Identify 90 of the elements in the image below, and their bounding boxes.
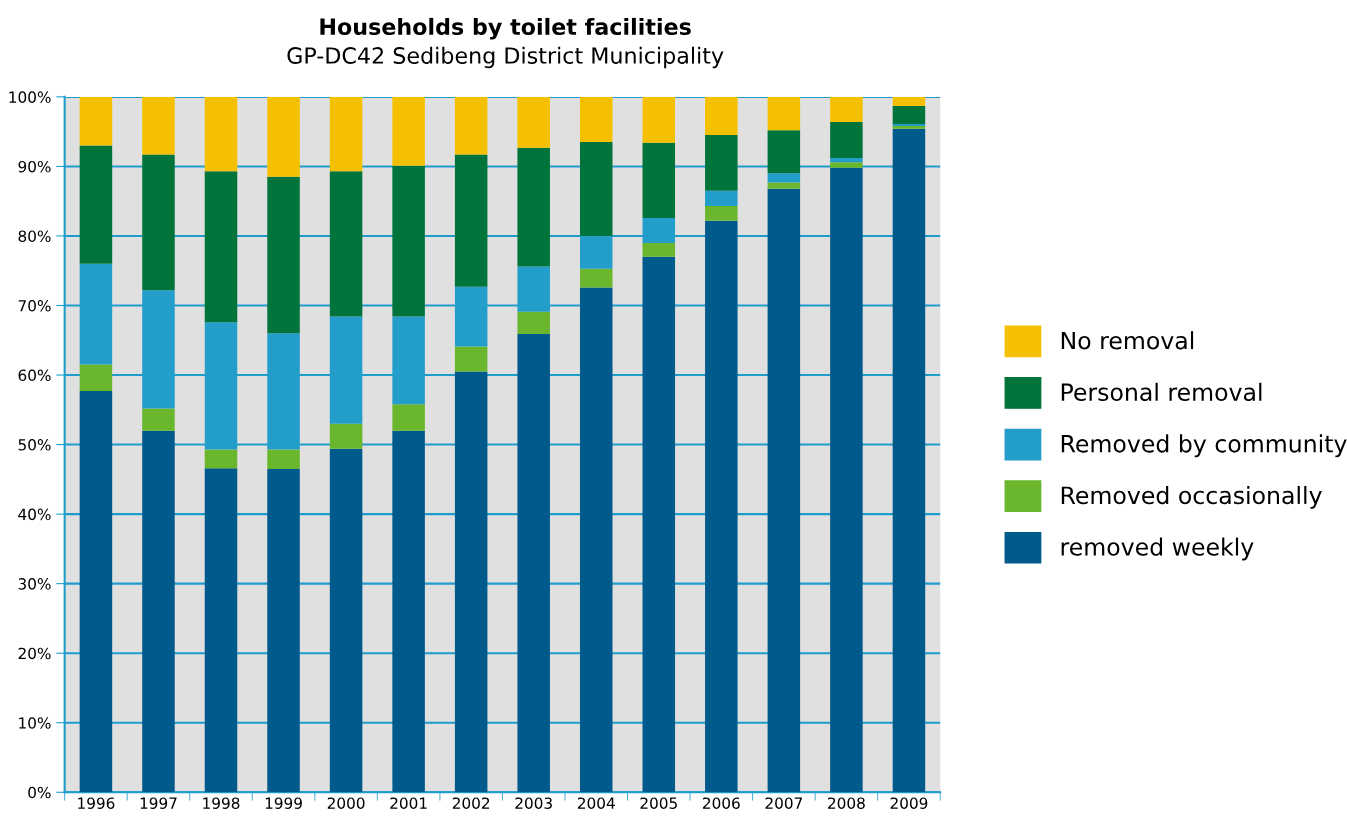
x-tick-label: 2009 (890, 797, 928, 809)
x-tick-label: 1997 (140, 797, 177, 809)
bar (329, 423, 363, 449)
legend-label: Removed occasionally (1061, 485, 1322, 509)
bar (642, 256, 676, 793)
y-tick-label: 10% (19, 717, 51, 729)
bar (204, 449, 238, 469)
bar (204, 96, 238, 172)
bar (142, 430, 175, 793)
x-tick-label: 1998 (203, 797, 240, 809)
y-tick-label: 70% (18, 299, 51, 312)
bar (705, 96, 738, 136)
bar (892, 128, 926, 793)
x-tick-label: 2001 (390, 797, 427, 809)
bar (705, 190, 738, 207)
bar (517, 147, 550, 267)
bar (892, 105, 926, 124)
bar (642, 96, 676, 143)
y-tick-label: 80% (18, 230, 51, 242)
x-tick-label: 2003 (515, 797, 552, 809)
x-tick-label: 2008 (828, 797, 865, 809)
bar (454, 371, 488, 793)
legend-label: Removed by community (1061, 434, 1347, 458)
y-tick-label: 40% (18, 508, 51, 521)
bar (767, 130, 801, 174)
y-tick-label: 90% (18, 160, 51, 173)
bar (79, 364, 113, 392)
bar (329, 171, 363, 317)
bar (392, 430, 425, 793)
bar (517, 311, 550, 334)
bar (142, 408, 175, 431)
bar (517, 96, 550, 148)
y-tick-label: 30% (18, 578, 51, 590)
bar (642, 142, 676, 218)
x-tick-label: 2002 (452, 797, 490, 809)
y-tick-label: 0% (28, 786, 51, 799)
bar (767, 182, 801, 189)
x-tick-label: 2007 (765, 797, 802, 809)
bar (579, 96, 613, 143)
bar (767, 173, 801, 183)
bar (454, 96, 488, 155)
x-tick-label: 2005 (640, 797, 677, 809)
x-tick-label: 2006 (703, 797, 740, 809)
bar (830, 158, 863, 163)
bar (142, 154, 175, 291)
bar (79, 145, 113, 264)
bar (579, 268, 613, 288)
x-tick-label: 2000 (327, 797, 365, 809)
bar (392, 96, 425, 166)
bar (705, 206, 738, 221)
bar (79, 391, 113, 793)
legend-label: No removal (1061, 331, 1194, 350)
x-tick-label: 1999 (265, 797, 302, 809)
x-tick-label: 2004 (577, 797, 615, 809)
bar (204, 171, 238, 323)
bar (142, 96, 175, 155)
bar (705, 135, 738, 191)
chart-title: Households by toilet facilities (320, 17, 691, 40)
y-tick-label: 60% (18, 369, 51, 382)
bar (767, 188, 801, 793)
bar (705, 220, 738, 793)
y-tick-label: 50% (18, 439, 51, 451)
bar (329, 96, 363, 172)
bar (830, 96, 863, 122)
bar (267, 176, 300, 334)
bar (392, 165, 425, 317)
bar (767, 96, 801, 131)
bar (267, 96, 300, 177)
legend-label: removed weekly (1061, 537, 1254, 561)
bar (830, 121, 863, 159)
bar (892, 96, 926, 106)
bar (267, 468, 300, 793)
legend-label: Personal removal (1061, 382, 1262, 402)
bar (454, 154, 488, 287)
bar (830, 162, 863, 168)
bar (642, 242, 676, 257)
y-tick-label: 20% (18, 647, 51, 660)
bar (329, 448, 363, 793)
bar (392, 404, 425, 431)
bar (79, 96, 113, 146)
y-tick-label: 100% (9, 91, 51, 103)
bar (267, 449, 300, 469)
bar (579, 142, 613, 236)
bar (579, 287, 613, 793)
bar (517, 334, 550, 793)
chart-subtitle: GP-DC42 Sedibeng District Municipality (287, 46, 724, 69)
bar (454, 346, 488, 372)
bar (830, 167, 863, 793)
x-tick-label: 1996 (78, 797, 115, 809)
bar (204, 468, 238, 793)
